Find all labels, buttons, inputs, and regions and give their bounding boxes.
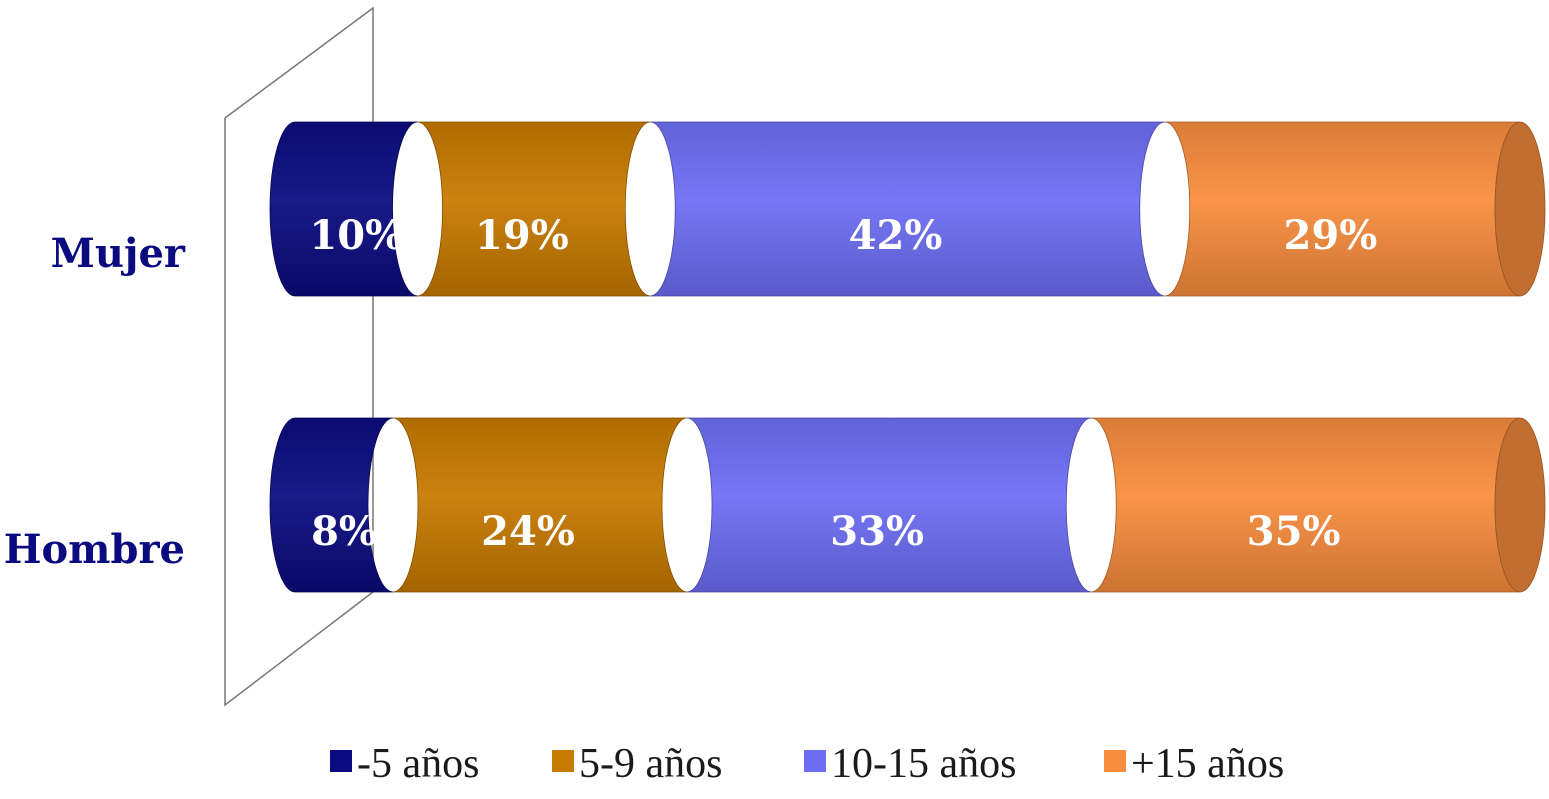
value-label-hombre-1: 8%: [311, 508, 377, 555]
back-wall: [224, 6, 374, 707]
bar-segment-mujer-1: [269, 121, 418, 297]
legend-swatch-2: [552, 750, 574, 772]
bar-end-cap-mujer: [1494, 121, 1546, 297]
bar-segment-hombre-1: [269, 417, 394, 593]
value-label-mujer-2: 19%: [475, 212, 569, 259]
category-labels: Mujer Hombre: [4, 230, 186, 573]
value-label-mujer-1: 10%: [309, 212, 403, 259]
category-label-mujer: Mujer: [51, 230, 186, 277]
legend: -5 años 5-9 años 10-15 años +15 años: [330, 741, 1284, 787]
legend-swatch-3: [804, 750, 826, 772]
value-label-hombre-3: 33%: [830, 508, 924, 555]
legend-label-3: 10-15 años: [831, 741, 1016, 787]
value-label-mujer-3: 42%: [849, 212, 943, 259]
bar-segment-mujer-4: [1164, 121, 1521, 297]
value-label-hombre-2: 24%: [481, 508, 575, 555]
legend-label-2: 5-9 años: [579, 741, 722, 787]
value-label-mujer-4: 29%: [1284, 212, 1378, 259]
category-label-hombre: Hombre: [4, 526, 185, 573]
value-label-hombre-4: 35%: [1247, 508, 1341, 555]
bar-segment-mujer-3: [650, 121, 1165, 297]
bar-segment-hombre-2: [392, 417, 688, 593]
bar-segment-hombre-4: [1091, 417, 1521, 593]
bars: 10% 19% 42% 29% 8% 24% 33% 35%: [269, 121, 1546, 593]
legend-swatch-4: [1104, 750, 1126, 772]
legend-label-4: +15 años: [1131, 741, 1284, 787]
bar-end-cap-hombre: [1494, 417, 1546, 593]
bar-segment-hombre-3: [686, 417, 1092, 593]
legend-label-1: -5 años: [357, 741, 479, 787]
legend-swatch-1: [330, 750, 352, 772]
bar-segment-mujer-2: [417, 121, 651, 297]
